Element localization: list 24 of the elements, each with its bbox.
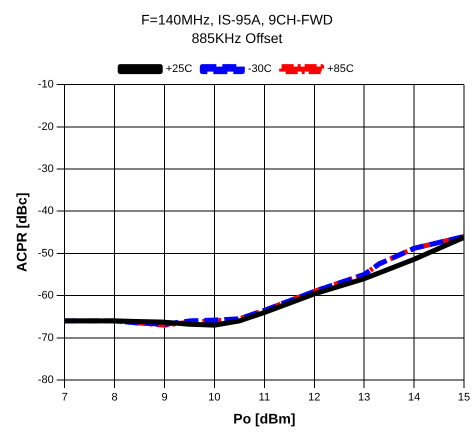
x-tick-label: 8 (112, 392, 118, 404)
x-tick-label: 14 (408, 392, 420, 404)
y-tick-label: -80 (38, 374, 54, 386)
x-tick-label: 12 (308, 392, 320, 404)
x-tick-label: 15 (458, 392, 470, 404)
x-axis-title: Po [dBm] (233, 410, 296, 426)
y-tick-label: -40 (38, 205, 54, 218)
chart-subtitle: 885KHz Offset (192, 30, 282, 46)
y-tick-label: -30 (38, 163, 54, 176)
x-tick-label: 10 (208, 392, 221, 404)
x-tick-label: 11 (258, 392, 270, 404)
legend-label: +85C (327, 63, 354, 76)
y-tick-label: -20 (38, 120, 54, 133)
y-tick-label: -50 (38, 247, 54, 260)
chart-title: F=140MHz, IS-95A, 9CH-FWD (141, 11, 333, 28)
x-tick-label: 13 (358, 392, 370, 404)
y-tick-label: -10 (38, 78, 54, 91)
legend-label: +25C (166, 63, 192, 76)
y-axis-title: ACPR [dBc] (13, 192, 30, 272)
y-tick-label: -70 (38, 332, 54, 344)
y-tick-label: -60 (38, 290, 54, 302)
x-tick-label: 9 (161, 392, 168, 404)
legend-label: -30C (248, 63, 272, 76)
x-tick-label: 7 (62, 392, 68, 404)
